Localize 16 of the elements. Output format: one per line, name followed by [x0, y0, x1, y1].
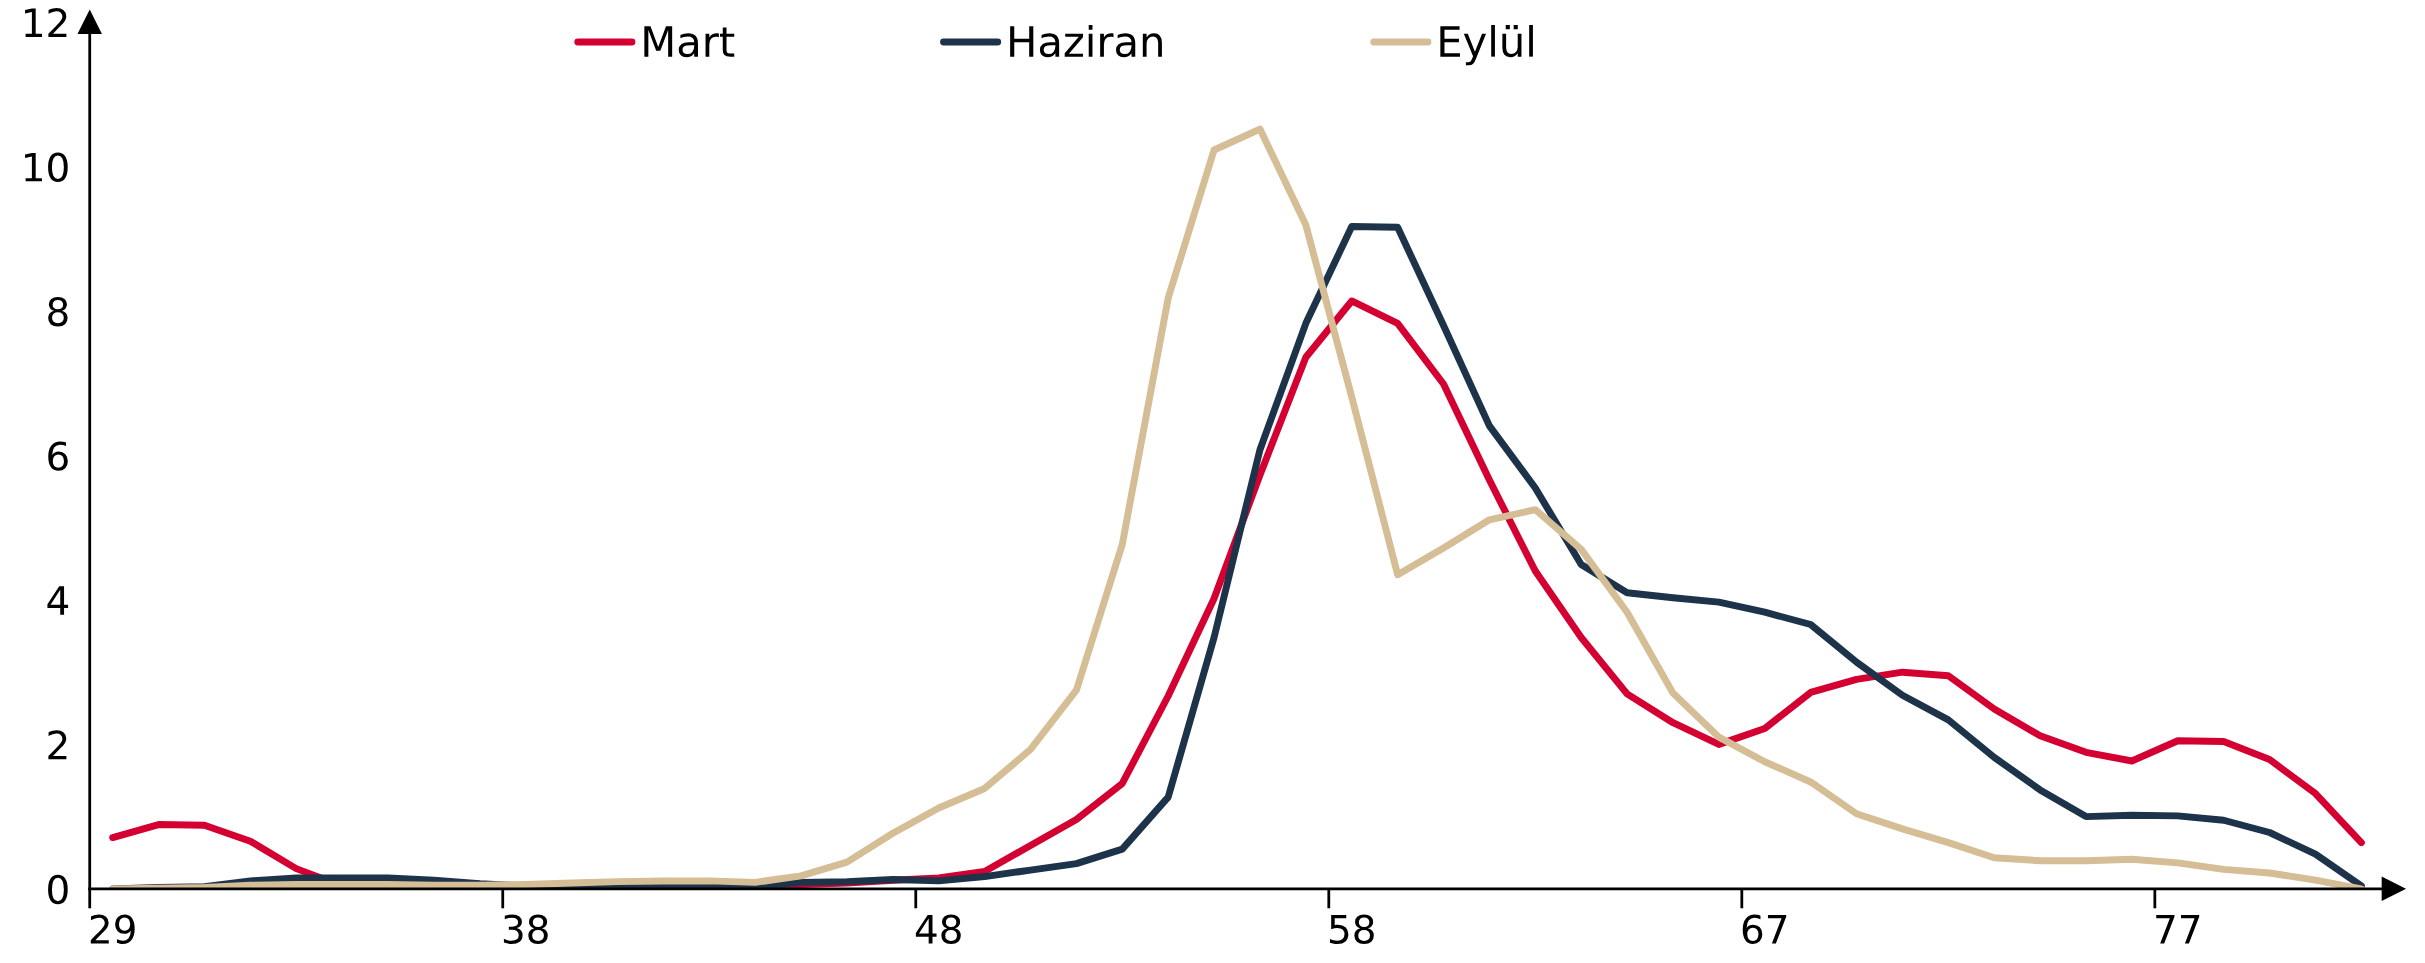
- legend-label: Mart: [644, 26, 735, 58]
- y-tick-label: 2: [48, 730, 67, 760]
- y-tick-label: 12: [25, 8, 67, 37]
- x-tick-label: 48: [915, 914, 961, 944]
- x-tick-label: 38: [503, 914, 548, 944]
- x-tick-label: 67: [1742, 914, 1787, 944]
- x-tick-label: 29: [90, 914, 135, 944]
- x-tick-label: 77: [2156, 915, 2200, 944]
- y-tick-label: 10: [25, 152, 68, 182]
- legend-label: Eylül: [1440, 24, 1533, 66]
- y-tick-label: 4: [47, 586, 69, 615]
- y-tick-label: 6: [48, 441, 68, 471]
- x-tick-label: 58: [1330, 914, 1374, 944]
- y-tick-label: 0: [48, 874, 68, 905]
- y-tick-label: 8: [48, 296, 68, 327]
- legend-label: Haziran: [1010, 24, 1162, 58]
